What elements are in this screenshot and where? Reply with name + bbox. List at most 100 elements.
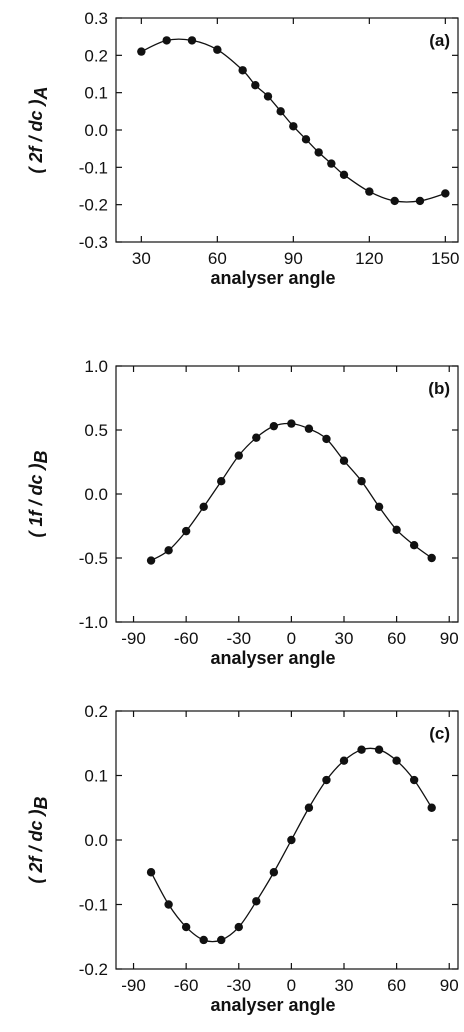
y-axis-title: ( 2f / dc )A [26, 86, 51, 173]
y-tick-label: 0.2 [84, 702, 108, 721]
y-tick-label: -0.5 [79, 549, 108, 568]
panel-label: (b) [428, 379, 450, 398]
data-point [164, 900, 173, 909]
x-tick-label: 90 [440, 976, 459, 995]
y-tick-label: -0.1 [79, 896, 108, 915]
data-point [251, 81, 260, 90]
y-tick-label: -0.2 [79, 960, 108, 979]
x-tick-label: 30 [335, 629, 354, 648]
data-point [181, 922, 191, 932]
y-tick-label: -0.3 [79, 233, 108, 252]
x-axis-title: analyser angle [210, 268, 335, 288]
data-point [409, 775, 419, 785]
y-tick-label: -0.1 [79, 158, 108, 177]
data-point [162, 36, 171, 45]
data-point [164, 546, 173, 555]
data-point [427, 803, 436, 812]
x-tick-label: 60 [387, 629, 406, 648]
x-tick-label: -90 [121, 629, 146, 648]
plot-frame [115, 17, 459, 243]
data-point [322, 434, 331, 444]
x-tick-label: 120 [355, 249, 383, 268]
chart-panel-3: -90 -60 -30 0 30 60 90 -0.2 -0.1 0.0 0.1 0.2 analyse… [26, 702, 459, 1015]
data-point [238, 66, 247, 75]
x-tick-label: 30 [335, 976, 354, 995]
series-line [141, 38, 446, 203]
plot-frame [115, 710, 459, 970]
data-point [314, 148, 323, 157]
plot-frame [115, 365, 459, 623]
data-point [322, 775, 331, 785]
x-tick-label: 150 [431, 249, 459, 268]
data-point [392, 525, 401, 535]
data-point [276, 107, 285, 116]
data-point [269, 868, 279, 877]
y-tick-label: -1.0 [79, 613, 108, 632]
x-tick-label: 0 [287, 629, 296, 648]
data-point [365, 187, 374, 196]
data-point [199, 935, 208, 945]
x-tick-label: -30 [226, 629, 251, 648]
data-point [146, 556, 156, 565]
data-point [357, 745, 366, 754]
data-point [137, 47, 146, 56]
x-tick-label: -60 [174, 976, 199, 995]
data-point [357, 477, 366, 486]
data-point [304, 424, 314, 433]
x-tick-label: -30 [226, 976, 251, 995]
data-point [415, 196, 425, 206]
series-line [150, 422, 433, 562]
data-point [339, 456, 349, 465]
data-point [409, 541, 419, 550]
data-point [390, 196, 399, 206]
y-axis-title-subscript: B [31, 450, 51, 463]
chart-panel-1: 30 60 90 120 150 -0.3 -0.2 -0.1 0.0 0.1 0.2 0.3 anal… [26, 9, 460, 288]
y-axis-title-main: ( 2f / dc ) [26, 809, 46, 883]
data-point [392, 756, 401, 765]
data-point [374, 502, 384, 511]
data-point [441, 189, 450, 198]
data-point [181, 526, 191, 536]
x-tick-label: -60 [174, 629, 199, 648]
panel-label: (a) [429, 31, 450, 50]
y-axis-title-subscript: A [31, 86, 51, 100]
data-point [287, 835, 296, 845]
data-point [269, 421, 279, 431]
data-point [327, 159, 336, 168]
y-tick-label: 0.0 [84, 121, 108, 140]
data-point [289, 122, 298, 131]
y-tick-label: 0.1 [84, 84, 108, 103]
x-axis-title: analyser angle [210, 995, 335, 1015]
y-axis-title: ( 2f / dc )B [26, 796, 51, 883]
y-tick-label: 0.1 [84, 767, 108, 786]
panel-label: (c) [429, 724, 450, 743]
y-axis-title: ( 1f / dc )B [26, 450, 51, 537]
y-tick-label: 0.3 [84, 9, 108, 28]
x-tick-label: 90 [284, 249, 303, 268]
data-point [217, 477, 226, 486]
data-point [234, 451, 243, 460]
data-point [339, 170, 349, 179]
data-point [287, 419, 296, 428]
data-point [374, 745, 384, 754]
x-tick-label: -90 [121, 976, 146, 995]
y-axis-title-subscript: B [31, 796, 51, 809]
x-tick-label: 30 [132, 249, 151, 268]
y-axis-title-main: ( 2f / dc ) [26, 99, 46, 173]
data-point [213, 45, 222, 54]
x-tick-label: 60 [387, 976, 406, 995]
data-point [339, 756, 349, 765]
y-axis-title-main: ( 1f / dc ) [26, 463, 46, 537]
data-point [427, 553, 436, 563]
data-point [263, 92, 273, 101]
x-tick-label: 60 [208, 249, 227, 268]
data-point [146, 868, 156, 877]
y-tick-label: 1.0 [84, 357, 108, 376]
series-line [150, 747, 433, 943]
y-tick-label: 0.5 [84, 421, 108, 440]
data-point [199, 502, 208, 511]
x-tick-label: 0 [287, 976, 296, 995]
data-point [252, 433, 261, 442]
data-point [187, 36, 197, 45]
